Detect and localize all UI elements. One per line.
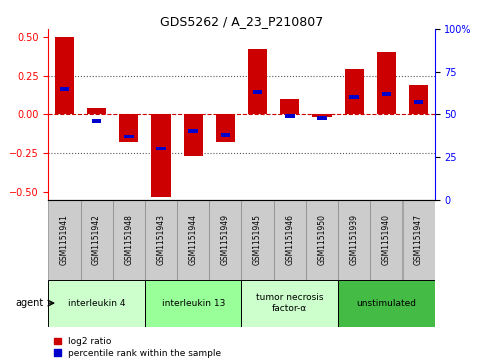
Text: tumor necrosis
factor-α: tumor necrosis factor-α bbox=[256, 293, 324, 313]
Text: interleukin 13: interleukin 13 bbox=[161, 299, 225, 307]
Bar bbox=[317, 116, 327, 120]
Bar bbox=[124, 135, 134, 138]
Bar bbox=[59, 87, 69, 91]
Bar bbox=[87, 108, 106, 114]
Bar bbox=[145, 200, 177, 280]
Legend: log2 ratio, percentile rank within the sample: log2 ratio, percentile rank within the s… bbox=[53, 336, 222, 359]
Bar bbox=[81, 200, 113, 280]
Bar bbox=[285, 114, 295, 118]
Bar bbox=[377, 52, 396, 114]
Text: GSM1151943: GSM1151943 bbox=[156, 214, 166, 265]
Text: GSM1151950: GSM1151950 bbox=[317, 214, 327, 265]
Bar bbox=[414, 101, 424, 104]
Bar bbox=[382, 92, 391, 96]
Bar bbox=[344, 69, 364, 114]
Text: GSM1151940: GSM1151940 bbox=[382, 214, 391, 265]
Text: interleukin 4: interleukin 4 bbox=[68, 299, 126, 307]
Text: GSM1151939: GSM1151939 bbox=[350, 214, 359, 265]
Bar bbox=[370, 200, 402, 280]
Bar bbox=[242, 200, 274, 280]
Bar bbox=[338, 280, 435, 327]
Text: unstimulated: unstimulated bbox=[356, 299, 416, 307]
Bar bbox=[48, 280, 145, 327]
Text: GSM1151941: GSM1151941 bbox=[60, 214, 69, 265]
Bar bbox=[216, 114, 235, 142]
Bar bbox=[184, 114, 203, 156]
Bar bbox=[188, 130, 198, 133]
Bar bbox=[338, 200, 370, 280]
Bar bbox=[209, 200, 242, 280]
Bar bbox=[145, 280, 242, 327]
Text: GSM1151949: GSM1151949 bbox=[221, 214, 230, 265]
Bar bbox=[151, 114, 170, 196]
Text: GSM1151946: GSM1151946 bbox=[285, 214, 294, 265]
Bar bbox=[253, 90, 262, 94]
Bar bbox=[119, 114, 139, 142]
Bar bbox=[48, 200, 81, 280]
Bar bbox=[221, 133, 230, 137]
Text: GSM1151948: GSM1151948 bbox=[124, 214, 133, 265]
Bar bbox=[274, 200, 306, 280]
Bar bbox=[113, 200, 145, 280]
Text: GSM1151942: GSM1151942 bbox=[92, 214, 101, 265]
Text: GSM1151947: GSM1151947 bbox=[414, 214, 423, 265]
Bar bbox=[280, 99, 299, 114]
Bar bbox=[349, 95, 359, 99]
Bar bbox=[402, 200, 435, 280]
Text: agent: agent bbox=[15, 298, 43, 308]
Bar bbox=[55, 37, 74, 114]
Bar bbox=[92, 119, 101, 123]
Text: GSM1151944: GSM1151944 bbox=[189, 214, 198, 265]
Bar bbox=[409, 85, 428, 114]
Bar bbox=[248, 49, 267, 114]
Bar bbox=[242, 280, 338, 327]
Text: GSM1151945: GSM1151945 bbox=[253, 214, 262, 265]
Bar bbox=[156, 147, 166, 150]
Bar bbox=[306, 200, 338, 280]
Bar bbox=[177, 200, 209, 280]
Title: GDS5262 / A_23_P210807: GDS5262 / A_23_P210807 bbox=[160, 15, 323, 28]
Bar bbox=[313, 114, 332, 118]
